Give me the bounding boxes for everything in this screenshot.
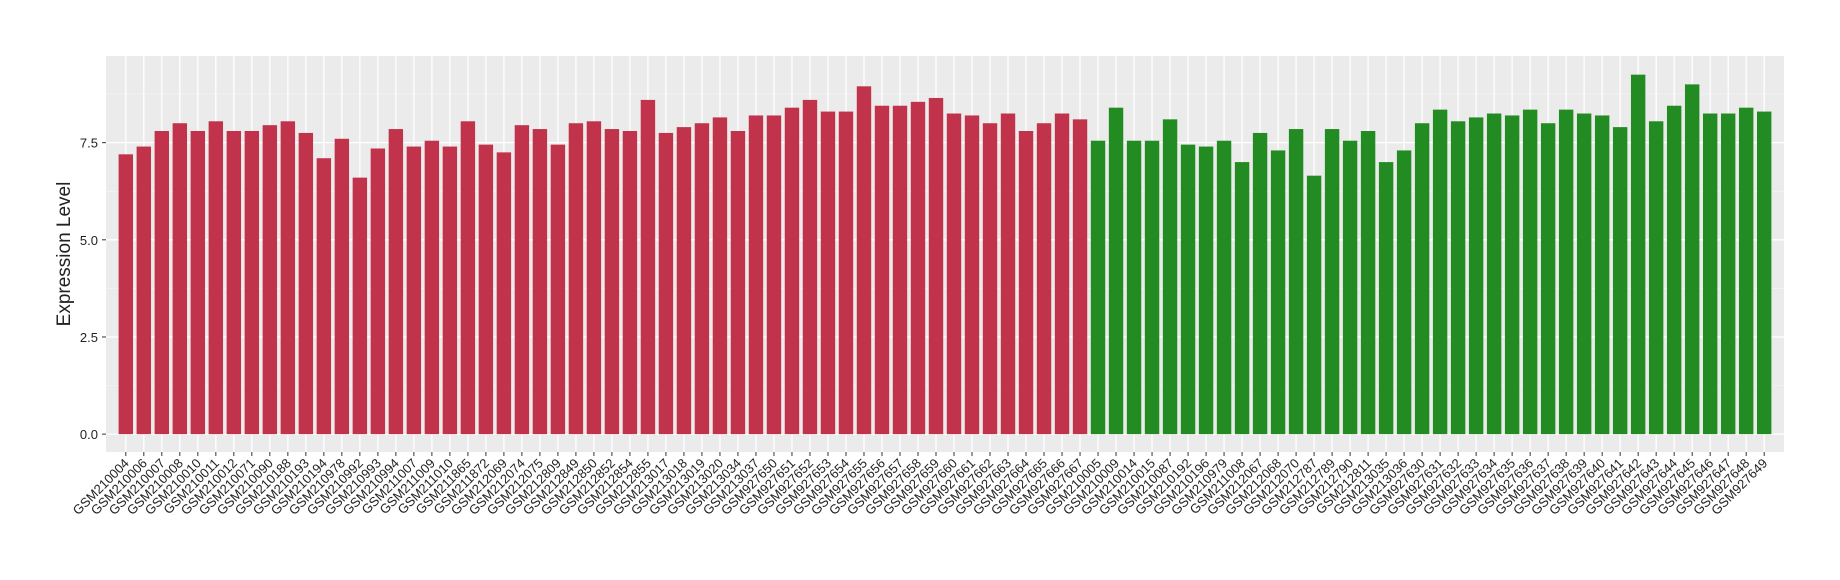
bar bbox=[1144, 140, 1160, 435]
bar bbox=[1126, 140, 1142, 435]
bar bbox=[1576, 113, 1592, 435]
bar bbox=[136, 146, 152, 435]
bar bbox=[478, 144, 494, 435]
bar bbox=[640, 99, 656, 435]
bar bbox=[244, 131, 260, 435]
bar bbox=[730, 131, 746, 435]
bar bbox=[910, 101, 926, 435]
bar bbox=[622, 131, 638, 435]
bar bbox=[1540, 123, 1556, 435]
bar bbox=[406, 146, 422, 435]
bar bbox=[1000, 113, 1016, 435]
bar bbox=[1216, 140, 1232, 435]
bar bbox=[1756, 111, 1772, 435]
bar bbox=[1594, 115, 1610, 435]
bar bbox=[694, 123, 710, 435]
y-tick-label: 2.5 bbox=[80, 330, 98, 345]
bar bbox=[802, 99, 818, 435]
bar bbox=[298, 132, 314, 435]
bar bbox=[370, 148, 386, 435]
bar bbox=[496, 152, 512, 435]
y-tick-label: 5.0 bbox=[80, 233, 98, 248]
bar bbox=[586, 121, 602, 435]
bar bbox=[334, 138, 350, 435]
y-tick-label: 7.5 bbox=[80, 136, 98, 151]
bar bbox=[1468, 117, 1484, 435]
bar bbox=[1342, 140, 1358, 435]
bar bbox=[1558, 109, 1574, 435]
bar bbox=[604, 129, 620, 435]
bar bbox=[208, 121, 224, 435]
bar bbox=[1648, 121, 1664, 435]
bar bbox=[964, 115, 980, 435]
bar bbox=[118, 154, 134, 435]
bar bbox=[928, 97, 944, 435]
bar bbox=[1270, 150, 1286, 435]
bar bbox=[1234, 162, 1250, 435]
bar bbox=[1378, 162, 1394, 435]
bar bbox=[424, 140, 440, 435]
plot-panel bbox=[106, 56, 1784, 452]
bar bbox=[1504, 115, 1520, 435]
bar bbox=[1450, 121, 1466, 435]
bar bbox=[1018, 131, 1034, 435]
bar bbox=[1738, 107, 1754, 435]
bar bbox=[1414, 123, 1430, 435]
bar bbox=[1630, 74, 1646, 435]
y-axis-title: Expression Level bbox=[54, 182, 75, 327]
bar bbox=[1666, 105, 1682, 435]
bar bbox=[748, 115, 764, 435]
bar bbox=[550, 144, 566, 435]
bar bbox=[982, 123, 998, 435]
bar bbox=[1288, 129, 1304, 435]
y-tick-label: 0.0 bbox=[80, 427, 98, 442]
bar bbox=[172, 123, 188, 435]
bar bbox=[946, 113, 962, 435]
bar bbox=[1702, 113, 1718, 435]
bar bbox=[226, 131, 242, 435]
bar bbox=[154, 131, 170, 435]
bar bbox=[352, 177, 368, 435]
bar bbox=[1036, 123, 1052, 435]
bar bbox=[388, 129, 404, 435]
bar bbox=[1180, 144, 1196, 435]
bar bbox=[1054, 113, 1070, 435]
bar bbox=[1720, 113, 1736, 435]
bar bbox=[460, 121, 476, 435]
bar bbox=[1612, 127, 1628, 435]
bar bbox=[1072, 119, 1088, 435]
bar bbox=[1306, 175, 1322, 435]
bar bbox=[766, 115, 782, 435]
bar bbox=[676, 127, 692, 435]
bar bbox=[514, 125, 530, 435]
bar bbox=[856, 86, 872, 435]
bar bbox=[1396, 150, 1412, 435]
bar bbox=[1360, 131, 1376, 435]
bar bbox=[442, 146, 458, 435]
bar bbox=[1522, 109, 1538, 435]
bar bbox=[262, 125, 278, 435]
bar bbox=[784, 107, 800, 435]
bar bbox=[1090, 140, 1106, 435]
bar bbox=[1684, 84, 1700, 435]
bar bbox=[1324, 129, 1340, 435]
bar bbox=[1162, 119, 1178, 435]
bar bbox=[892, 105, 908, 435]
bar bbox=[280, 121, 296, 435]
bar bbox=[658, 132, 674, 435]
bar bbox=[712, 117, 728, 435]
bar bbox=[1252, 132, 1268, 435]
bar bbox=[838, 111, 854, 435]
bar bbox=[532, 129, 548, 435]
bar bbox=[820, 111, 836, 435]
bar bbox=[874, 105, 890, 435]
bar bbox=[1432, 109, 1448, 435]
bar bbox=[568, 123, 584, 435]
bar bbox=[190, 131, 206, 435]
bar bbox=[316, 158, 332, 435]
bar bbox=[1108, 107, 1124, 435]
bar bbox=[1486, 113, 1502, 435]
bar bbox=[1198, 146, 1214, 435]
